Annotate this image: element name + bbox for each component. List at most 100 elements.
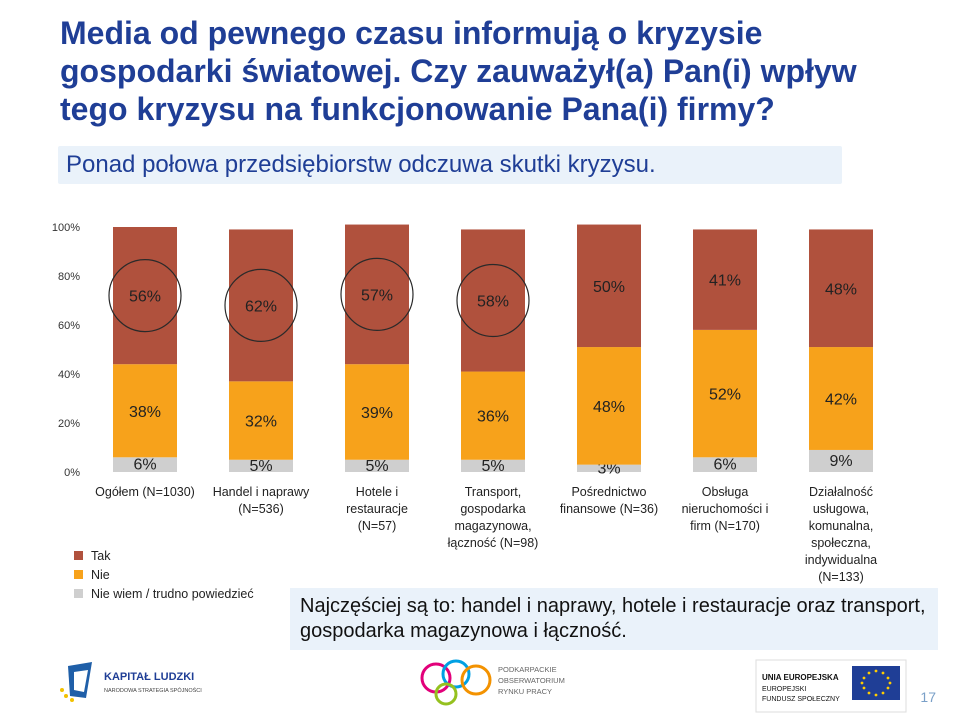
legend-swatch-nie (74, 570, 83, 579)
data-label-nie: 32% (245, 414, 277, 431)
x-category-label-line: Pośrednictwo (571, 485, 647, 499)
x-category-label: Hotele i restauracje (N=57) (321, 484, 433, 535)
data-label-nie_wiem: 5% (249, 458, 272, 475)
x-category-label: Obsługa nieruchomości i firm (N=170) (669, 484, 781, 535)
bar-segment-nie_wiem (113, 457, 177, 472)
footer-logos: KAPITAŁ LUDZKI NARODOWA STRATEGIA SPÓJNO… (58, 658, 907, 713)
x-category-label: Transport, gospodarka magazynowa, łączność … (437, 484, 549, 552)
x-category-label-line: (N=536) (238, 502, 284, 516)
x-category-label-line: magazynowa, (454, 519, 532, 533)
data-label-nie: 39% (361, 405, 393, 422)
x-category-label-line: Działalność (809, 485, 873, 499)
data-label-tak: 41% (709, 273, 741, 290)
y-tick-label: 60% (58, 320, 80, 332)
bar-segment-nie (345, 364, 409, 460)
bar-segment-nie_wiem (461, 459, 525, 472)
x-category-label-line: komunalna, (808, 519, 874, 533)
data-label-tak: 56% (129, 289, 161, 306)
summary-note-text: Najczęściej są to: handel i naprawy, hot… (300, 595, 926, 642)
x-category-label: Działalność usługowa, komunalna, społeczna,… (785, 484, 897, 586)
data-label-tak: 50% (593, 279, 625, 296)
x-category-label-line: Handel i naprawy (212, 485, 310, 499)
bar-segment-tak (693, 229, 757, 330)
data-label-nie: 48% (593, 399, 625, 416)
bar-segment-nie_wiem (345, 459, 409, 472)
x-category-label-line: nieruchomości i (681, 502, 769, 516)
bar-segment-tak (577, 224, 641, 348)
svg-text:FUNDUSZ SPOŁECZNY: FUNDUSZ SPOŁECZNY (762, 696, 840, 703)
x-category-label-line: Ogółem (N=1030) (95, 485, 195, 499)
x-category-label-line: Obsługa (701, 485, 749, 499)
bar-segment-tak (345, 224, 409, 365)
x-category-label-line: Hotele i (355, 485, 399, 499)
bar-segment-nie (577, 347, 641, 465)
data-label-nie: 52% (709, 387, 741, 404)
x-category-label-line: gospodarka (460, 502, 526, 516)
legend-swatch-tak (74, 551, 83, 560)
highlight-circle (224, 268, 298, 342)
highlight-circle (340, 257, 414, 331)
bar-segment-nie (693, 329, 757, 458)
x-category-label-line: firm (N=170) (690, 519, 760, 533)
bar-segment-nie_wiem (577, 464, 641, 472)
data-label-nie: 42% (825, 392, 857, 409)
x-category-label-line: usługowa, (812, 502, 870, 516)
legend-item-tak: Tak (74, 546, 254, 565)
bar-segment-nie_wiem (809, 449, 873, 472)
x-category-label: Handel i naprawy (N=536) (205, 484, 317, 518)
data-label-nie_wiem: 6% (713, 457, 736, 474)
porp-logo: PODKARPACKIE OBSERWATORIUM RYNKU PRACY (420, 659, 565, 706)
y-tick-label: 0% (64, 467, 80, 479)
bar-segment-nie (113, 364, 177, 458)
legend-item-nie: Nie (74, 565, 254, 584)
data-label-tak: 58% (477, 294, 509, 311)
data-label-tak: 62% (245, 298, 277, 315)
highlight-circle (456, 263, 530, 338)
data-label-tak: 57% (361, 287, 393, 304)
eu-logo: UNIA EUROPEJSKA EUROPEJSKI FUNDUSZ SPOŁE… (755, 659, 907, 713)
slide-title: Media od pewnego czasu informują o kryzy… (60, 15, 857, 127)
data-label-nie_wiem: 5% (481, 458, 504, 475)
data-label-nie: 36% (477, 409, 509, 426)
summary-note: Najczęściej są to: handel i naprawy, hot… (290, 588, 938, 650)
x-category-label-line: Transport, (464, 485, 522, 499)
data-label-nie_wiem: 6% (133, 457, 156, 474)
svg-text:NARODOWA STRATEGIA SPÓJNOŚCI: NARODOWA STRATEGIA SPÓJNOŚCI (104, 686, 202, 694)
x-category-label-line: (N=133) (818, 570, 864, 584)
subtitle-box: Ponad połowa przedsiębiorstw odczuwa sku… (58, 146, 842, 184)
subtitle: Ponad połowa przedsiębiorstw odczuwa sku… (66, 151, 656, 178)
svg-text:KAPITAŁ LUDZKI: KAPITAŁ LUDZKI (104, 671, 194, 683)
data-label-tak: 48% (825, 281, 857, 298)
x-category-label-line: łączność (N=98) (447, 536, 539, 550)
page-number: 17 (920, 689, 936, 705)
bar-segment-tak (809, 229, 873, 348)
x-category-label-line: finansowe (N=36) (559, 502, 659, 516)
chart-legend: Tak Nie Nie wiem / trudno powiedzieć (74, 546, 254, 603)
bar-segment-nie (809, 347, 873, 450)
svg-text:UNIA EUROPEJSKA: UNIA EUROPEJSKA (762, 673, 839, 682)
legend-label-nie: Nie (91, 567, 110, 582)
data-label-nie_wiem: 9% (829, 453, 852, 470)
bar-segment-nie_wiem (229, 459, 293, 472)
data-label-nie: 38% (129, 404, 161, 421)
y-tick-label: 100% (52, 222, 80, 234)
kapital-ludzki-logo: KAPITAŁ LUDZKI NARODOWA STRATEGIA SPÓJNO… (58, 658, 202, 704)
x-category-label-line: społeczna, (811, 536, 871, 550)
svg-text:RYNKU PRACY: RYNKU PRACY (498, 687, 552, 696)
y-tick-label: 80% (58, 271, 80, 283)
x-category-label-line: (N=57) (357, 519, 397, 533)
svg-text:PODKARPACKIE: PODKARPACKIE (498, 665, 557, 674)
legend-label-tak: Tak (91, 548, 111, 563)
svg-text:EUROPEJSKI: EUROPEJSKI (762, 686, 806, 693)
legend-swatch-nie-wiem (74, 589, 83, 598)
svg-text:OBSERWATORIUM: OBSERWATORIUM (498, 676, 565, 685)
bar-segment-nie_wiem (693, 457, 757, 472)
bar-segment-tak (461, 229, 525, 372)
bar-segment-nie (229, 381, 293, 460)
bar-segment-nie (461, 371, 525, 460)
x-category-label-line: restauracje (346, 502, 408, 516)
y-tick-label: 40% (58, 369, 80, 381)
bar-segment-tak (113, 227, 177, 365)
highlight-circle (108, 259, 182, 333)
